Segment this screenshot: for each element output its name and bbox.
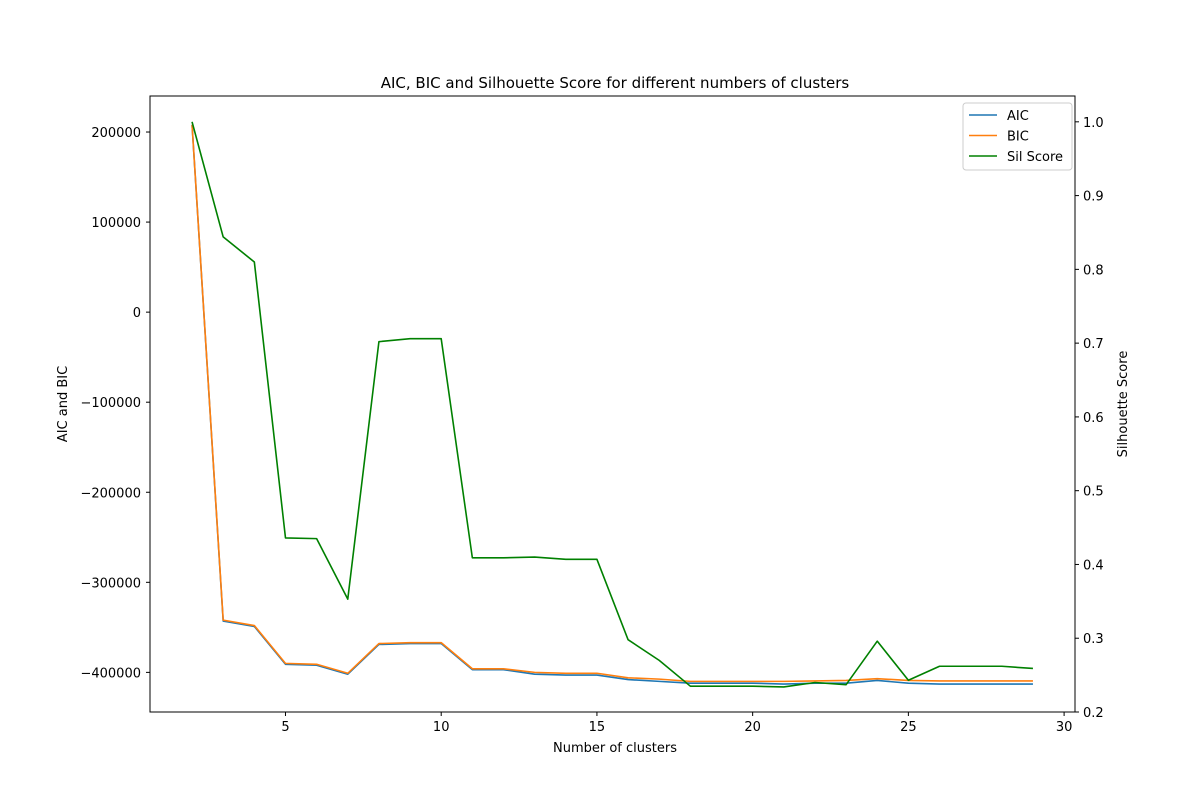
left-tick-label: 0 — [133, 306, 141, 321]
legend-box — [962, 102, 1073, 171]
right-tick-label: 0.2 — [1083, 706, 1104, 721]
plot-layer — [191, 121, 1034, 688]
legend-label-bic: BIC — [1007, 130, 1029, 145]
right-tick-label: 0.3 — [1083, 632, 1104, 647]
right-axis: 0.2 0.3 0.4 0.5 0.6 0.7 0.8 0.9 1.0 — [1075, 116, 1104, 721]
right-tick-label: 0.9 — [1083, 190, 1104, 205]
left-tick-label: −300000 — [80, 576, 141, 591]
left-tick-label: 200000 — [91, 126, 141, 141]
left-tick-label: −100000 — [80, 396, 141, 411]
series-line-aic — [191, 124, 1033, 685]
right-tick-label: 0.4 — [1083, 558, 1104, 573]
left-axis-label: AIC and BIC — [56, 366, 71, 442]
right-axis-label: Silhouette Score — [1116, 351, 1131, 458]
left-axis: −400000 −300000 −200000 −100000 0 100000 20000… — [80, 126, 150, 681]
series-line-sil-score — [191, 121, 1034, 688]
x-tick-label: 25 — [900, 720, 917, 735]
left-tick-label: −400000 — [80, 666, 141, 681]
x-tick-label: 15 — [589, 720, 606, 735]
x-axis: 5 10 15 20 25 30 — [281, 712, 1072, 735]
right-tick-label: 0.8 — [1083, 263, 1104, 278]
right-tick-label: 0.6 — [1083, 411, 1104, 426]
chart-title: AIC, BIC and Silhouette Score for differ… — [381, 74, 850, 92]
x-tick-label: 5 — [281, 720, 289, 735]
legend: AIC BIC Sil Score — [962, 102, 1073, 171]
right-tick-label: 0.7 — [1083, 337, 1104, 352]
x-axis-label: Number of clusters — [553, 741, 677, 756]
right-tick-label: 1.0 — [1083, 116, 1104, 131]
x-tick-label: 20 — [744, 720, 761, 735]
legend-label-aic: AIC — [1007, 109, 1029, 124]
plot-frame — [149, 95, 1076, 713]
x-tick-label: 30 — [1056, 720, 1073, 735]
right-tick-label: 0.5 — [1083, 485, 1104, 500]
x-tick-label: 10 — [433, 720, 450, 735]
left-tick-label: −200000 — [80, 486, 141, 501]
series-line-bic — [191, 124, 1033, 683]
left-tick-label: 100000 — [91, 216, 141, 231]
legend-label-sil-score: Sil Score — [1007, 150, 1063, 165]
